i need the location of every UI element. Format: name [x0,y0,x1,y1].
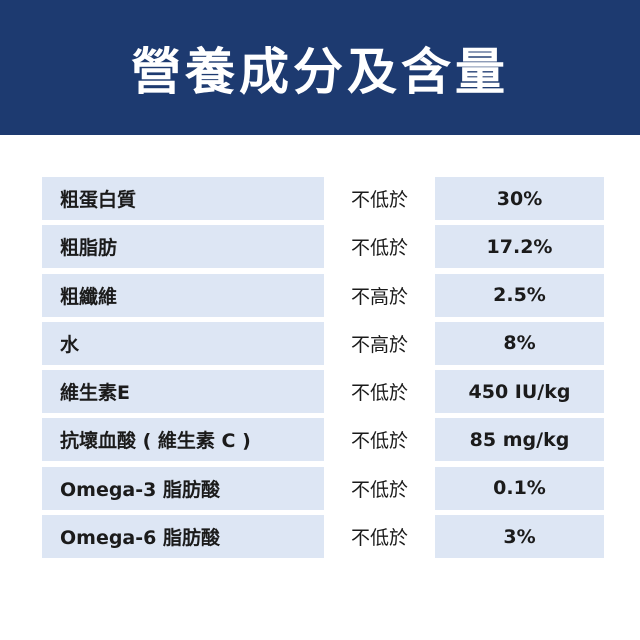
amount: 85 mg/kg [435,418,604,462]
table-row: 維生素E 不低於 450 IU/kg [42,370,604,414]
qualifier: 不低於 [350,527,408,550]
qualifier: 不低於 [350,478,408,501]
amount: 450 IU/kg [435,370,604,414]
table-row: 粗蛋白質 不低於 30% [42,177,604,220]
nutrient-name: 水 [42,321,324,365]
nutrient-name: 粗纖維 [42,273,324,317]
qualifier: 不低於 [350,189,408,211]
amount: 0.1% [435,466,604,510]
amount: 8% [435,321,604,365]
table-row: 抗壞血酸 ( 維生素 C ) 不低於 85 mg/kg [42,418,604,462]
nutrition-table: 粗蛋白質 不低於 30% 粗脂肪 不低於 17.2% 粗纖維 不高於 2.5% 水不高於 8% 維生素… [42,177,604,563]
qualifier: 不低於 [350,237,408,260]
table-row: Omega-3 脂肪酸 不低於 0.1% [42,466,604,510]
table-row: 粗纖維 不高於 2.5% [42,273,604,317]
qualifier: 不低於 [350,430,408,453]
header: 營養成分及含量 [0,0,640,135]
nutrient-name: Omega-3 脂肪酸 [42,466,324,510]
amount: 2.5% [435,273,604,317]
nutrient-name: 維生素E [42,370,324,414]
table-row: Omega-6 脂肪酸 不低於 3% [42,515,604,559]
nutrient-name: 粗蛋白質 [42,177,324,220]
amount: 17.2% [435,225,604,269]
amount: 3% [435,515,604,559]
nutrient-name: 粗脂肪 [42,225,324,269]
nutrient-name: 抗壞血酸 ( 維生素 C ) [42,418,324,462]
nutrient-name: Omega-6 脂肪酸 [42,515,324,559]
qualifier: 不低於 [350,382,408,405]
qualifier: 不高於 [350,333,408,356]
amount: 30% [435,177,604,220]
table-row: 粗脂肪 不低於 17.2% [42,225,604,269]
title: 營養成分及含量 [131,42,509,101]
table-row: 水 不高於 8% [42,321,604,365]
qualifier: 不高於 [350,285,408,308]
